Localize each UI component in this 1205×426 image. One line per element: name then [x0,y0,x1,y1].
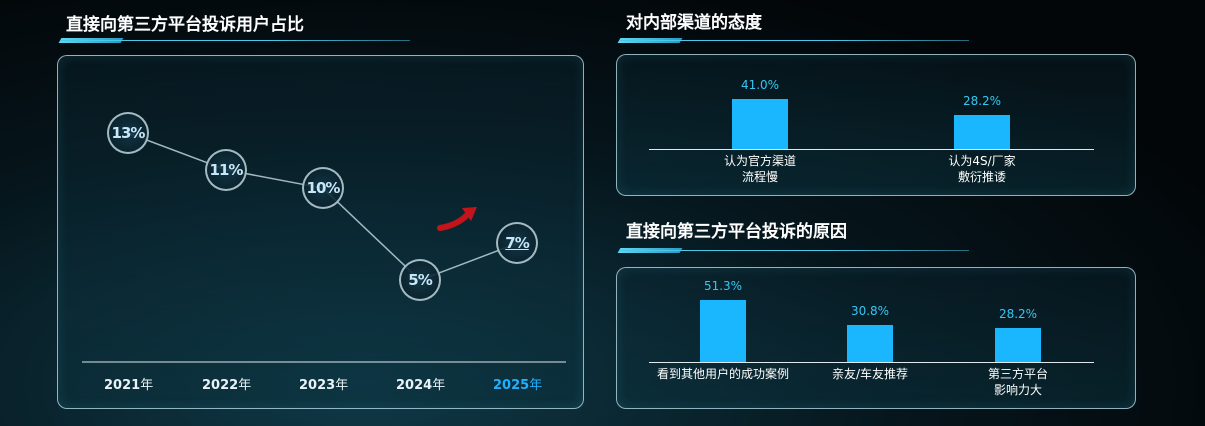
attitude-baseline [649,149,1094,150]
x-tick-label: 2022年 [202,378,252,393]
attitude-panel [616,54,1136,196]
bar [732,99,788,149]
top-right-section-title: 对内部渠道的态度 [626,13,762,33]
bar [954,114,1010,149]
left-section-title: 直接向第三方平台投诉用户占比 [66,15,304,35]
bar [700,299,746,362]
line-chart-panel [57,55,584,409]
x-tick-label: 2024年 [396,378,446,393]
x-tick-label: 2021年 [104,378,154,393]
bar-category-label: 亲友/车友推荐 [831,367,909,381]
bar-value-label: 28.2% [962,93,1002,108]
x-tick-label: 2025年 [493,378,543,393]
left-title-line [60,40,410,41]
bar-value-label: 41.0% [740,78,780,93]
top-right-title-line [619,40,969,41]
x-tick-label: 2023年 [299,378,349,393]
line-point-label: 11% [205,148,247,191]
bar-category-label: 认为官方渠道 流程慢 [723,154,796,184]
bar-value-label: 28.2% [998,306,1038,321]
bar [847,324,893,362]
line-point-label: 7% [496,222,538,265]
bottom-right-section-title: 直接向第三方平台投诉的原因 [626,222,847,242]
bar-category-label: 认为4S/厂家 敷衍推诿 [948,154,1016,184]
bar-value-label: 30.8% [850,303,890,318]
line-point-label: 5% [399,259,441,302]
bar-category-label: 第三方平台 影响力大 [987,367,1048,397]
bar [995,327,1041,362]
bottom-right-title-line [619,250,969,251]
reasons-baseline [649,362,1094,363]
bar-category-label: 看到其他用户的成功案例 [656,367,789,381]
line-point-label: 13% [107,112,149,154]
bar-value-label: 51.3% [703,278,743,293]
line-point-label: 10% [302,167,344,210]
